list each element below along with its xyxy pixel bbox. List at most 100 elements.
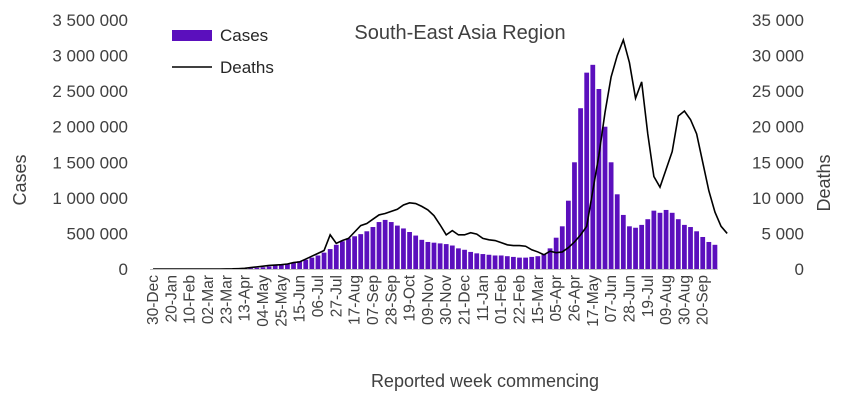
legend-deaths-label: Deaths [220,58,274,77]
x-tick-label: 15-Mar [530,275,547,324]
cases-bar [419,239,425,269]
cases-bar [431,242,437,269]
y-left-tick-label: 1 500 000 [52,153,128,172]
cases-bar [462,249,467,269]
cases-bar [620,214,626,269]
cases-bar [376,222,382,269]
x-tick-label: 22-Feb [512,275,529,324]
cases-bar [303,259,309,269]
x-tick-label: 07-Jun [603,275,620,322]
cases-bar [700,236,706,269]
cases-bar [456,248,461,269]
cases-bar [682,224,687,269]
y-right-tick-label: 15 000 [752,153,804,172]
x-tick-label: 17-May [585,275,602,327]
cases-bar [541,254,547,269]
y-axis-right-label: Deaths [814,154,834,211]
cases-bar [358,234,364,269]
legend: Cases Deaths [172,26,274,77]
cases-bar [327,249,333,269]
cases-bar [712,244,718,269]
cases-bar [523,257,528,269]
cases-bar [291,262,296,269]
cases-bar [596,89,602,269]
cases-bar [694,231,699,269]
x-tick-label: 26-Apr [566,275,583,322]
cases-bar [645,219,651,269]
y-right-tick-label: 5 000 [761,224,804,243]
cases-bar [517,257,522,269]
x-tick-label: 20-Sep [695,275,712,325]
x-tick-label: 30-Nov [438,275,455,325]
y-right-tick-label: 20 000 [752,118,804,137]
cases-bar [535,256,541,269]
x-tick-label: 17-Aug [347,275,364,325]
cases-bar [633,227,638,269]
y-right-tick-label: 10 000 [752,189,804,208]
cases-bar [388,222,394,269]
cases-bar [572,162,577,269]
cases-bar [333,244,339,269]
x-tick-label: 11-Jan [475,275,492,321]
x-tick-label: 20-Jan [163,275,180,322]
x-tick-label: 15-Jun [292,275,309,322]
cases-bar [248,268,254,269]
cases-bar [413,235,419,269]
y-axis-right-ticks: 35 000 30 000 25 000 20 000 15 000 10 000 5 00… [752,11,804,279]
x-tick-label: 07-Sep [365,275,382,325]
cases-bar [565,200,571,269]
cases-bars [217,64,718,270]
x-tick-label: 05-Apr [548,275,565,322]
cases-bar [504,256,510,269]
cases-bar [285,264,290,269]
x-tick-label: 10-Feb [182,275,199,324]
cases-bar [407,232,412,269]
cases-bar [529,256,535,269]
cases-bar [492,255,498,269]
cases-bar [370,227,376,269]
cases-bar [602,126,608,270]
x-tick-label: 06-Jul [310,275,327,317]
cases-bar [254,267,260,269]
x-tick-label: 25-May [273,275,290,327]
cases-bar [590,64,596,269]
cases-bar [382,219,388,269]
cases-bar [321,252,327,269]
cases-bar [278,264,284,269]
x-tick-label: 28-Sep [383,275,400,325]
x-tick-label: 23-Mar [218,275,235,324]
cases-bar [401,228,406,269]
cases-bar [340,241,345,269]
x-tick-label: 27-Jul [328,275,345,317]
cases-bar [559,226,565,269]
y-axis-left-ticks: 3 500 000 3 000 000 2 500 000 2 000 000 1 50… [52,11,128,279]
x-tick-label: 19-Jul [640,275,657,317]
cases-bar [480,254,486,269]
cases-bar [272,265,278,269]
cases-bar [437,243,443,269]
cases-bar [675,219,681,269]
y-right-tick-label: 35 000 [752,11,804,30]
cases-bar [474,253,480,269]
cases-bar [260,267,266,269]
cases-bar [486,254,492,269]
cases-bar [468,251,474,269]
cases-bar [651,210,657,269]
y-left-tick-label: 0 [119,260,128,279]
x-tick-label: 28-Jun [621,275,638,322]
cases-bar [669,212,675,269]
chart-title: South-East Asia Region [354,22,565,44]
cases-bar [688,227,693,269]
x-tick-label: 19-Oct [402,274,419,321]
x-tick-label: 13-Apr [237,275,254,322]
x-axis-ticks: 30-Dec 20-Jan 10-Feb 02-Mar 23-Mar 13-Apr 04-M… [145,274,712,326]
y-left-tick-label: 2 000 000 [52,118,128,137]
cases-bar [266,266,272,269]
cases-bar [578,108,583,269]
cases-bar [639,224,645,269]
cases-bar [315,255,321,269]
cases-bar [352,236,357,269]
x-tick-label: 09-Nov [420,275,437,325]
x-tick-label: 01-Feb [493,275,510,324]
